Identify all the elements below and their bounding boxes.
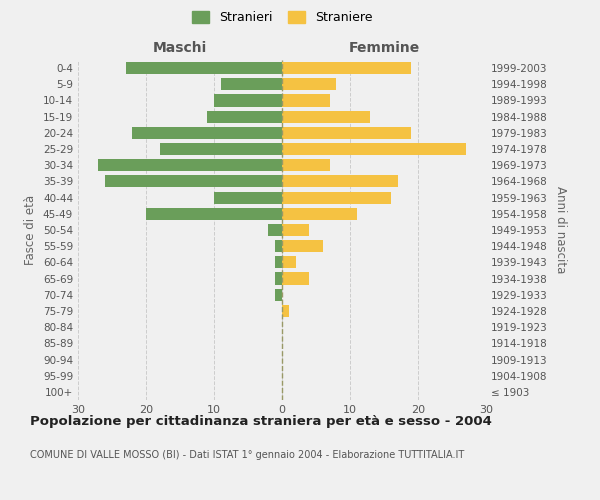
Bar <box>282 256 296 268</box>
Bar <box>214 94 282 106</box>
Text: Femmine: Femmine <box>349 41 419 55</box>
Bar <box>282 110 370 122</box>
Bar <box>207 110 282 122</box>
Bar <box>275 288 282 301</box>
Bar <box>133 127 282 139</box>
Bar <box>282 127 411 139</box>
Y-axis label: Fasce di età: Fasce di età <box>25 195 37 265</box>
Bar <box>282 192 391 203</box>
Bar <box>282 62 411 74</box>
Bar <box>221 78 282 90</box>
Text: COMUNE DI VALLE MOSSO (BI) - Dati ISTAT 1° gennaio 2004 - Elaborazione TUTTITALI: COMUNE DI VALLE MOSSO (BI) - Dati ISTAT … <box>30 450 464 460</box>
Legend: Stranieri, Straniere: Stranieri, Straniere <box>187 6 377 29</box>
Bar <box>125 62 282 74</box>
Bar <box>282 94 329 106</box>
Bar <box>275 272 282 284</box>
Text: Popolazione per cittadinanza straniera per età e sesso - 2004: Popolazione per cittadinanza straniera p… <box>30 415 492 428</box>
Bar <box>275 240 282 252</box>
Bar <box>282 240 323 252</box>
Bar <box>275 256 282 268</box>
Bar <box>282 224 309 236</box>
Bar <box>282 272 309 284</box>
Bar <box>282 78 337 90</box>
Bar <box>282 305 289 317</box>
Bar <box>146 208 282 220</box>
Bar <box>160 143 282 155</box>
Bar <box>268 224 282 236</box>
Y-axis label: Anni di nascita: Anni di nascita <box>554 186 567 274</box>
Text: Maschi: Maschi <box>153 41 207 55</box>
Bar <box>98 159 282 172</box>
Bar <box>214 192 282 203</box>
Bar <box>282 208 357 220</box>
Bar <box>282 176 398 188</box>
Bar <box>282 159 329 172</box>
Bar <box>282 143 466 155</box>
Bar <box>105 176 282 188</box>
